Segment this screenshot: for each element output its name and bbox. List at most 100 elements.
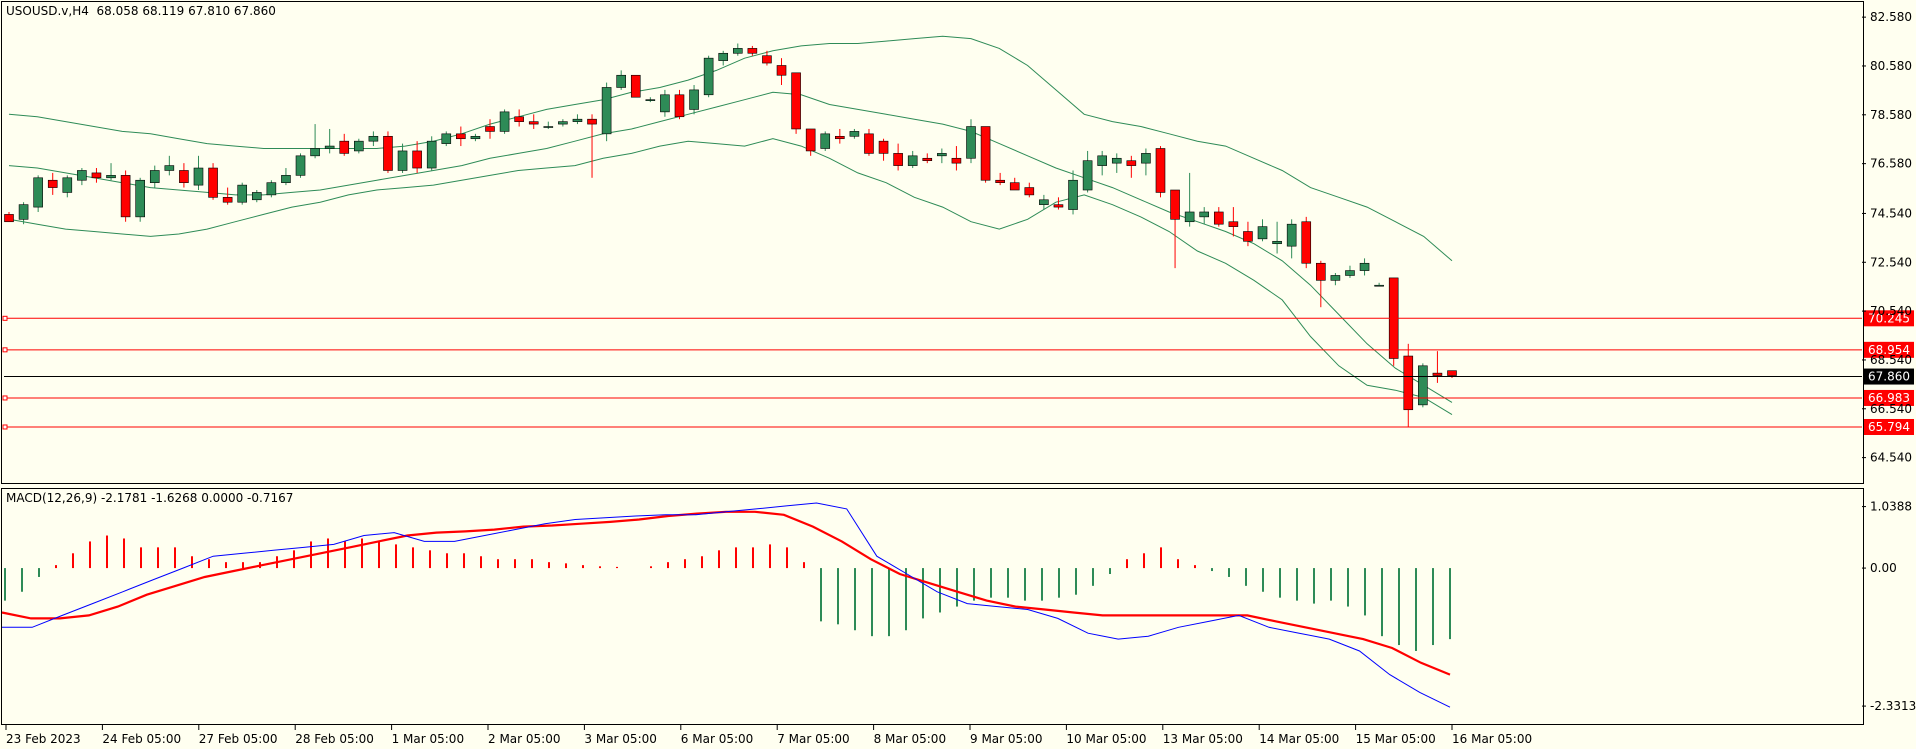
- candle: [1272, 221, 1282, 254]
- candle: [135, 177, 145, 222]
- candle-body: [791, 72, 801, 130]
- candle-body: [674, 94, 685, 118]
- candle-body: [4, 214, 14, 223]
- candle-body: [1126, 160, 1137, 166]
- candle-body: [514, 116, 524, 122]
- candle-body: [47, 179, 58, 188]
- horizontal-lines[interactable]: 70.245 68.954 66.983 65.794 67.860: [2, 310, 1914, 435]
- price-tick-label: 74.540: [1870, 206, 1912, 220]
- candlesticks[interactable]: [4, 43, 1457, 427]
- candle-body: [1024, 187, 1035, 196]
- candle-body: [1111, 157, 1122, 164]
- time-tick-label: 15 Mar 05:00: [1356, 732, 1436, 746]
- candle: [1097, 150, 1107, 176]
- candle: [1243, 221, 1253, 247]
- candle-body: [1374, 284, 1384, 287]
- candle: [674, 89, 685, 120]
- current-price-label: 67.860: [1868, 370, 1910, 384]
- candle: [893, 143, 903, 171]
- candle-body: [1432, 372, 1443, 376]
- candle-body: [354, 140, 364, 152]
- candle: [1009, 177, 1020, 191]
- candle-body: [689, 89, 699, 110]
- candle: [1345, 265, 1355, 278]
- candle: [805, 128, 816, 156]
- time-tick-label: 6 Mar 05:00: [681, 732, 754, 746]
- candle: [630, 74, 641, 98]
- candle-body: [1213, 211, 1224, 225]
- candle-body: [1272, 240, 1282, 245]
- candle-body: [1009, 182, 1020, 191]
- candle: [77, 168, 87, 186]
- candle: [149, 165, 160, 188]
- candle-body: [1039, 199, 1049, 205]
- candle-body: [1141, 153, 1151, 164]
- candle-body: [397, 150, 408, 171]
- price-tick-label: 66.540: [1870, 402, 1912, 416]
- candle: [1082, 150, 1093, 193]
- candle: [1199, 207, 1210, 225]
- candle: [718, 50, 729, 66]
- candle: [1374, 282, 1384, 287]
- candle-body: [922, 157, 933, 162]
- candle-body: [339, 140, 350, 154]
- candle-body: [718, 52, 729, 61]
- candle: [995, 172, 1005, 186]
- candle: [1316, 260, 1326, 308]
- candle: [383, 131, 393, 173]
- time-tick-label: 28 Feb 05:00: [295, 732, 374, 746]
- candle: [251, 190, 262, 203]
- candle: [4, 211, 14, 223]
- candle-body: [324, 145, 335, 149]
- time-tick-label: 13 Mar 05:00: [1163, 732, 1243, 746]
- candle-body: [1170, 189, 1180, 220]
- candle: [1155, 146, 1166, 198]
- candle: [339, 133, 350, 156]
- bollinger-bands: [8, 35, 1453, 416]
- time-tick-label: 27 Feb 05:00: [199, 732, 278, 746]
- candle-body: [995, 179, 1005, 183]
- macd-tick-label: 0.00: [1870, 561, 1897, 575]
- candle-body: [1097, 155, 1107, 166]
- candle: [762, 50, 772, 66]
- bollinger-lower: [8, 138, 1453, 416]
- candle: [1403, 343, 1414, 427]
- time-tick-label: 24 Feb 05:00: [102, 732, 181, 746]
- candle-body: [732, 48, 743, 54]
- candle: [1068, 170, 1078, 215]
- candle: [558, 119, 568, 127]
- candle: [18, 202, 29, 225]
- candle: [47, 172, 58, 195]
- candle-body: [441, 133, 452, 144]
- candle: [1126, 155, 1137, 178]
- time-axis: 23 Feb 2023 24 Feb 05:00 27 Feb 05:00 28 Fe…: [5, 725, 1532, 746]
- candle: [587, 114, 597, 178]
- candle: [1111, 153, 1122, 173]
- line-handle: [2, 424, 8, 430]
- candle: [791, 72, 801, 134]
- candle-body: [1447, 370, 1457, 376]
- candle-body: [543, 126, 554, 128]
- candle-body: [281, 175, 291, 183]
- candle: [470, 133, 481, 142]
- candle-body: [33, 177, 43, 208]
- price-panel-frame: [1, 1, 1864, 725]
- candle-body: [135, 179, 145, 218]
- candle-body: [149, 170, 160, 183]
- candle: [1388, 277, 1399, 366]
- candle: [222, 187, 233, 205]
- candle: [528, 114, 539, 129]
- candle-body: [1403, 355, 1414, 411]
- macd-tick-label: -2.3313: [1870, 699, 1916, 713]
- candle-body: [310, 148, 320, 157]
- symbol-label: USOUSD.v,H4: [6, 4, 89, 18]
- candle-body: [383, 135, 393, 171]
- candle-body: [907, 155, 918, 166]
- candle: [864, 128, 874, 156]
- candle-body: [1068, 179, 1078, 210]
- candle: [1257, 219, 1268, 242]
- candle-body: [1286, 223, 1297, 247]
- bollinger-middle: [8, 91, 1453, 403]
- candle-body: [1053, 204, 1064, 208]
